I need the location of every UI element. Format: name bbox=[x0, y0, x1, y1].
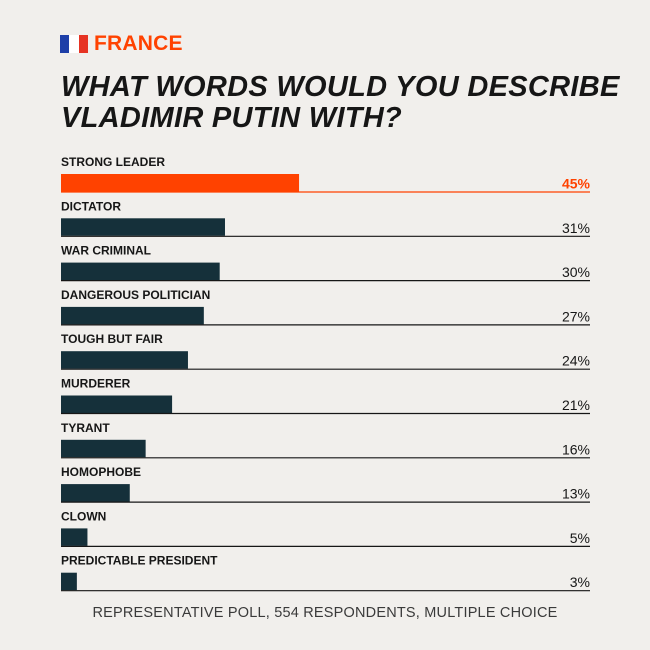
flag-stripe-red bbox=[78, 35, 88, 53]
header: FRANCE bbox=[60, 32, 183, 56]
chart-title: WHAT WORDS WOULD YOU DESCRIBE VLADIMIR P… bbox=[61, 71, 620, 134]
category-label: PREDICTABLE PRESIDENT bbox=[61, 554, 218, 568]
value-label: 27% bbox=[562, 308, 590, 324]
category-label: STRONG LEADER bbox=[61, 155, 165, 169]
value-label: 13% bbox=[562, 486, 590, 502]
value-label: 31% bbox=[562, 220, 590, 236]
bar bbox=[61, 218, 225, 236]
value-label: 16% bbox=[562, 441, 590, 457]
value-label: 30% bbox=[562, 264, 590, 280]
country-label: FRANCE bbox=[94, 32, 183, 55]
category-label: WAR CRIMINAL bbox=[61, 244, 151, 258]
bar bbox=[61, 572, 77, 591]
category-label: CLOWN bbox=[61, 509, 106, 523]
bar bbox=[61, 439, 146, 458]
bar bbox=[61, 395, 173, 413]
category-label: HOMOPHOBE bbox=[61, 465, 141, 479]
category-label: DANGEROUS POLITICIAN bbox=[61, 288, 210, 302]
flag-stripe-blue bbox=[60, 35, 70, 53]
category-label: TYRANT bbox=[61, 421, 110, 435]
value-label: 21% bbox=[562, 397, 590, 413]
value-label: 24% bbox=[562, 353, 590, 369]
france-flag-icon bbox=[60, 35, 88, 53]
bar bbox=[61, 306, 204, 325]
value-label: 5% bbox=[570, 530, 590, 546]
bar bbox=[61, 484, 130, 502]
category-label: MURDERER bbox=[61, 377, 131, 391]
category-label: TOUGH BUT FAIR bbox=[61, 332, 163, 346]
bar bbox=[61, 528, 88, 546]
bar bbox=[61, 351, 188, 369]
value-label: 3% bbox=[570, 574, 590, 590]
flag-stripe-white bbox=[69, 35, 79, 53]
chart-footnote: REPRESENTATIVE POLL, 554 RESPONDENTS, MU… bbox=[92, 605, 558, 621]
value-label: 45% bbox=[562, 176, 591, 192]
bar bbox=[61, 174, 300, 192]
category-label: DICTATOR bbox=[61, 199, 121, 213]
bar bbox=[61, 262, 220, 281]
